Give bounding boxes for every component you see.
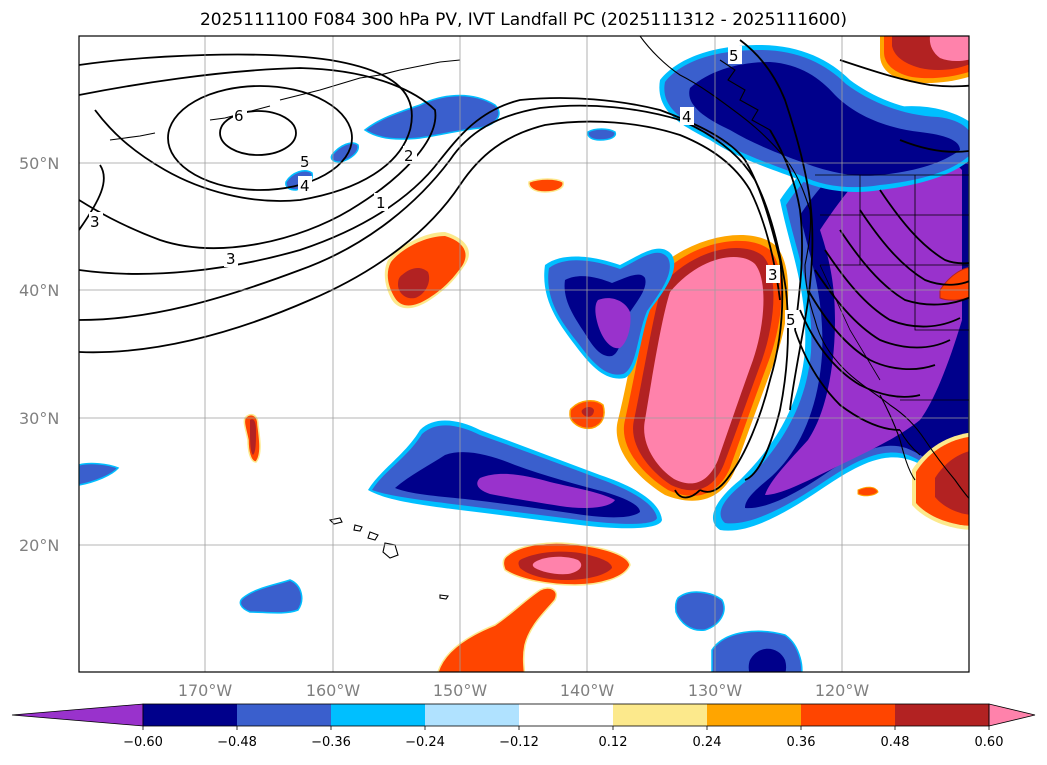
contour-label: 6 — [234, 107, 244, 125]
colorbar-extend-high — [988, 703, 1036, 727]
lat-label: 20°N — [19, 536, 59, 555]
colorbar-segment — [143, 704, 238, 726]
contour-label-group: 6 5 4 3 2 1 3 5 4 3 5 — [89, 46, 799, 329]
lat-label: 30°N — [19, 409, 59, 428]
lat-labels: 50°N 40°N 30°N 20°N — [19, 154, 59, 555]
contour-label: 4 — [300, 177, 310, 195]
figure-title: 2025111100 F084 300 hPa PV, IVT Landfall… — [199, 10, 847, 30]
shaded-field — [79, 36, 969, 672]
lon-label: 150°W — [433, 681, 488, 700]
colorbar-tick-label: −0.48 — [217, 735, 257, 750]
pv-contours — [79, 39, 969, 499]
contour-label: 1 — [376, 194, 386, 212]
colorbar-extend-low — [11, 703, 144, 727]
colorbar-tick-label: −0.24 — [405, 735, 445, 750]
lat-label: 50°N — [19, 154, 59, 173]
contour-label: 5 — [729, 47, 739, 65]
colorbar-segment — [519, 704, 614, 726]
negative-region-hawaii — [368, 420, 662, 529]
colorbar-segment — [331, 704, 426, 726]
map-content: 6 5 4 3 2 1 3 5 4 3 5 — [79, 36, 969, 672]
colorbar-tick-label: 0.12 — [599, 735, 628, 750]
negative-blob-central — [544, 248, 675, 379]
lon-label: 140°W — [560, 681, 615, 700]
negative-small-blobs — [79, 94, 803, 672]
contour-label: 2 — [404, 147, 414, 165]
positive-blob-offshore — [616, 235, 789, 501]
colorbar-segment — [613, 704, 708, 726]
negative-region-alaska — [659, 45, 969, 192]
colorbar-border — [142, 703, 990, 727]
lon-labels: 170°W 160°W 150°W 140°W 130°W 120°W — [178, 681, 870, 700]
coastlines — [109, 36, 969, 600]
lat-label: 40°N — [19, 281, 59, 300]
contour-label: 3 — [226, 250, 236, 268]
colorbar-tick-label: −0.12 — [499, 735, 539, 750]
colorbar: −0.60 −0.48 −0.36 −0.24 −0.12 0.12 0.24 0.36 0.4… — [11, 703, 1036, 750]
lon-label: 170°W — [178, 681, 233, 700]
contour-label: 3 — [768, 266, 778, 284]
colorbar-segment — [895, 704, 990, 726]
contour-label: 4 — [682, 108, 692, 126]
lon-label: 130°W — [688, 681, 743, 700]
lon-label: 160°W — [306, 681, 361, 700]
colorbar-segment — [707, 704, 802, 726]
colorbar-segment — [237, 704, 332, 726]
colorbar-tick-label: 0.36 — [787, 735, 816, 750]
colorbar-segment — [801, 704, 896, 726]
contour-label: 3 — [90, 213, 100, 231]
colorbar-tick-label: 0.24 — [693, 735, 722, 750]
colorbar-tick-label: 0.60 — [975, 735, 1004, 750]
colorbar-tick-label: −0.36 — [311, 735, 351, 750]
lon-label: 120°W — [815, 681, 870, 700]
colorbar-tick-label: −0.60 — [123, 735, 163, 750]
colorbar-segment — [425, 704, 520, 726]
positive-small-blobs — [243, 36, 969, 672]
map-border — [78, 35, 970, 673]
contour-label: 5 — [786, 311, 796, 329]
colorbar-tick-label: 0.48 — [881, 735, 910, 750]
gridlines — [79, 36, 969, 672]
contour-label: 5 — [300, 153, 310, 171]
